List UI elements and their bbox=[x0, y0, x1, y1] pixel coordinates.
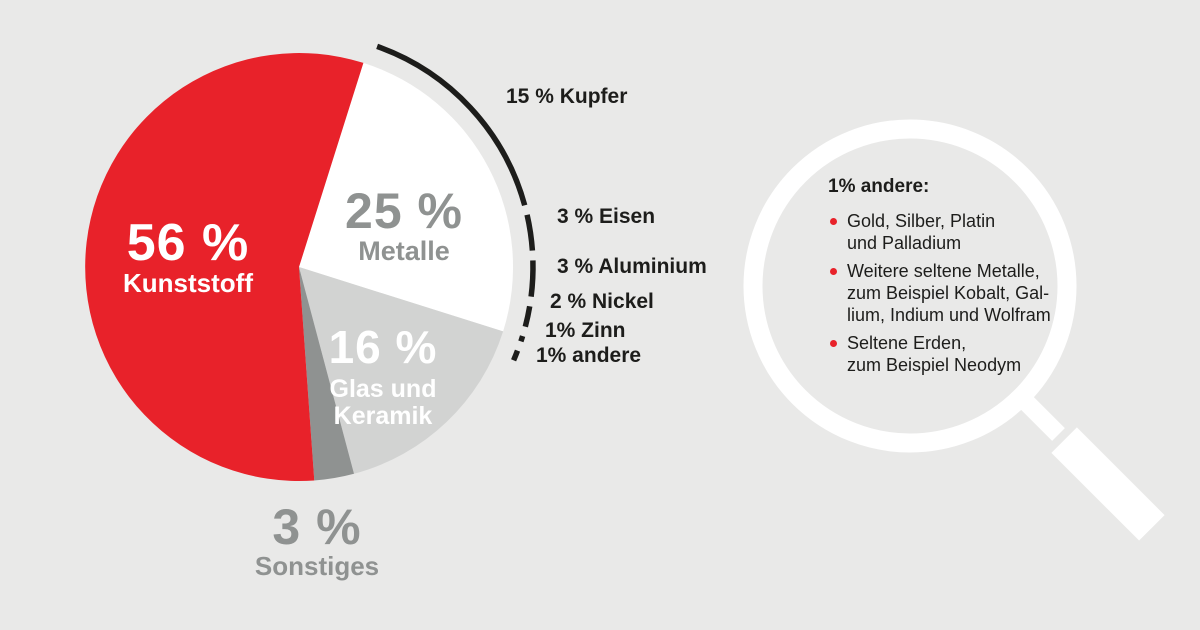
magnifier-neck-icon bbox=[1011, 387, 1065, 441]
magnifier-title: 1% andere: bbox=[828, 176, 930, 197]
bullet-icon bbox=[830, 268, 837, 275]
breakdown-arc-segment-2 bbox=[524, 214, 536, 251]
pie-label-glas-keramik: 16 % Glas und Keramik bbox=[273, 324, 493, 430]
breakdown-label-andere: 1% andere bbox=[536, 344, 642, 367]
breakdown-label-eisen: 3 % Eisen bbox=[557, 205, 656, 228]
breakdown-label-zinn: 1% Zinn bbox=[545, 319, 626, 342]
list-item: Gold, Silber, Platin und Palladium bbox=[830, 210, 1080, 254]
breakdown-label-nickel: 2 % Nickel bbox=[550, 290, 654, 313]
pie-label-kunststoff-name: Kunststoff bbox=[123, 268, 253, 298]
pie-label-metalle: 25 % Metalle bbox=[294, 186, 514, 266]
magnifier-list: Gold, Silber, Platin und Palladium Weite… bbox=[828, 210, 1080, 376]
pie-label-metalle-pct: 25 % bbox=[345, 183, 463, 239]
breakdown-arc-segment-1 bbox=[376, 43, 528, 207]
magnifier-callout: 1% andere: Gold, Silber, Platin und Pall… bbox=[828, 176, 1080, 382]
pie-label-sonstiges-pct: 3 % bbox=[272, 499, 362, 555]
pie-label-glas-keramik-pct: 16 % bbox=[328, 321, 438, 373]
breakdown-arc-segment-6 bbox=[511, 349, 521, 362]
pie-label-metalle-name: Metalle bbox=[358, 236, 450, 266]
list-item: Weitere seltene Metalle, zum Beispiel Ko… bbox=[830, 260, 1080, 326]
breakdown-arc-segment-3 bbox=[528, 260, 536, 297]
magnifier-handle-icon bbox=[1051, 427, 1165, 541]
pie-label-kunststoff-pct: 56 % bbox=[126, 214, 250, 272]
breakdown-label-aluminium: 3 % Aluminium bbox=[557, 255, 707, 278]
pie-label-kunststoff: 56 % Kunststoff bbox=[78, 217, 298, 297]
pie-label-sonstiges: 3 % Sonstiges bbox=[207, 502, 427, 580]
list-item: Seltene Erden, zum Beispiel Neodym bbox=[830, 332, 1080, 376]
breakdown-arc-segment-5 bbox=[518, 335, 526, 343]
pie-label-sonstiges-name: Sonstiges bbox=[254, 551, 380, 581]
pie-label-glas-keramik-name: Glas und Keramik bbox=[329, 375, 437, 430]
breakdown-label-kupfer: 15 % Kupfer bbox=[506, 85, 628, 108]
bullet-icon bbox=[830, 218, 837, 225]
bullet-icon bbox=[830, 340, 837, 347]
breakdown-arc-segment-4 bbox=[522, 305, 533, 328]
